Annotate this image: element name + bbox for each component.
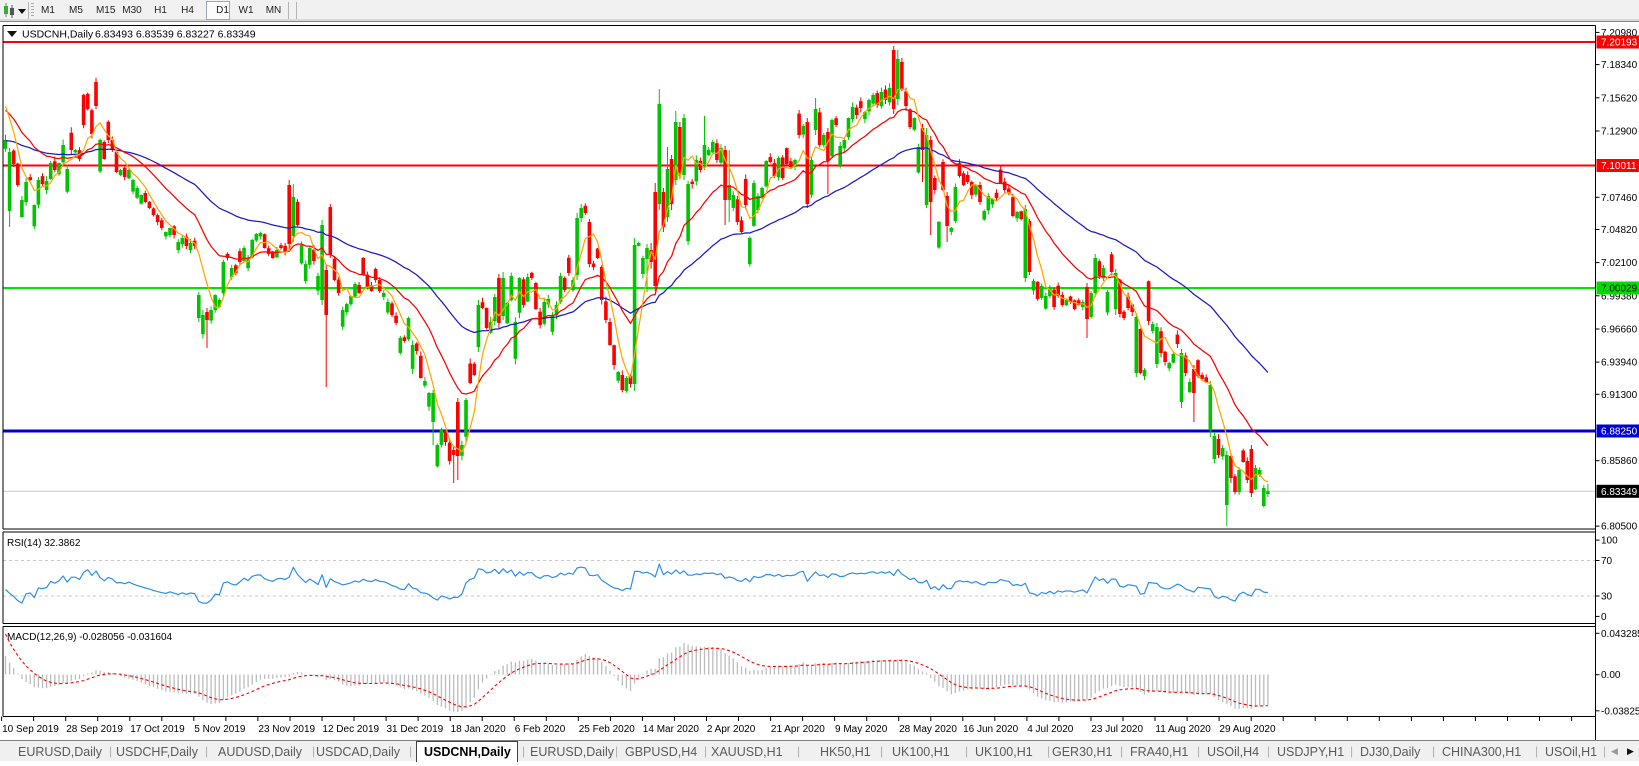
svg-text:12 Dec 2019: 12 Dec 2019	[322, 724, 379, 735]
svg-text:USDCNH,Daily: USDCNH,Daily	[22, 29, 94, 41]
svg-text:6 Feb 2020: 6 Feb 2020	[515, 724, 566, 735]
svg-text:29 Aug 2020: 29 Aug 2020	[1219, 724, 1276, 735]
svg-text:0.00: 0.00	[1601, 670, 1621, 681]
svg-text:6.91300: 6.91300	[1601, 390, 1638, 401]
svg-text:6.93940: 6.93940	[1601, 358, 1638, 369]
svg-text:6.83349: 6.83349	[1601, 487, 1638, 498]
svg-text:100: 100	[1601, 536, 1618, 547]
svg-text:6.85860: 6.85860	[1601, 456, 1638, 467]
svg-text:7.15620: 7.15620	[1601, 93, 1638, 104]
svg-text:18 Jan 2020: 18 Jan 2020	[451, 724, 506, 735]
svg-text:7.02100: 7.02100	[1601, 258, 1638, 269]
svg-text:23 Jul 2020: 23 Jul 2020	[1091, 724, 1143, 735]
svg-text:4 Jul 2020: 4 Jul 2020	[1027, 724, 1074, 735]
svg-text:RSI(14) 32.3862: RSI(14) 32.3862	[7, 538, 81, 549]
svg-text:7.18340: 7.18340	[1601, 60, 1638, 71]
svg-text:17 Oct 2019: 17 Oct 2019	[130, 724, 185, 735]
svg-text:30: 30	[1601, 592, 1613, 603]
svg-text:2 Apr 2020: 2 Apr 2020	[707, 724, 756, 735]
svg-text:25 Feb 2020: 25 Feb 2020	[579, 724, 636, 735]
svg-text:7.07460: 7.07460	[1601, 193, 1638, 204]
svg-text:70: 70	[1601, 556, 1613, 567]
svg-text:6.83493 6.83539 6.83227 6.8334: 6.83493 6.83539 6.83227 6.83349	[95, 29, 256, 41]
svg-text:11 Aug 2020: 11 Aug 2020	[1155, 724, 1211, 735]
svg-text:-0.038253: -0.038253	[1601, 706, 1639, 717]
svg-text:28 Sep 2019: 28 Sep 2019	[66, 724, 123, 735]
svg-text:0.043285: 0.043285	[1601, 629, 1639, 640]
svg-text:6.96660: 6.96660	[1601, 325, 1638, 336]
svg-text:10 Sep 2019: 10 Sep 2019	[2, 724, 59, 735]
svg-text:6.80500: 6.80500	[1601, 522, 1638, 533]
svg-text:7.00029: 7.00029	[1601, 284, 1638, 295]
svg-text:21 Apr 2020: 21 Apr 2020	[771, 724, 825, 735]
svg-text:7.10011: 7.10011	[1601, 161, 1637, 172]
svg-text:5 Nov 2019: 5 Nov 2019	[194, 724, 246, 735]
svg-text:7.04820: 7.04820	[1601, 225, 1638, 236]
svg-text:28 May 2020: 28 May 2020	[899, 724, 957, 735]
svg-text:16 Jun 2020: 16 Jun 2020	[963, 724, 1018, 735]
svg-text:9 May 2020: 9 May 2020	[835, 724, 888, 735]
svg-text:6.88250: 6.88250	[1601, 427, 1638, 438]
svg-text:7.20193: 7.20193	[1601, 38, 1638, 49]
svg-text:MACD(12,26,9) -0.028056 -0.031: MACD(12,26,9) -0.028056 -0.031604	[7, 632, 173, 643]
svg-text:31 Dec 2019: 31 Dec 2019	[387, 724, 444, 735]
svg-text:23 Nov 2019: 23 Nov 2019	[258, 724, 315, 735]
svg-text:14 Mar 2020: 14 Mar 2020	[643, 724, 700, 735]
svg-text:7.12900: 7.12900	[1601, 127, 1638, 138]
svg-text:0: 0	[1601, 612, 1607, 623]
